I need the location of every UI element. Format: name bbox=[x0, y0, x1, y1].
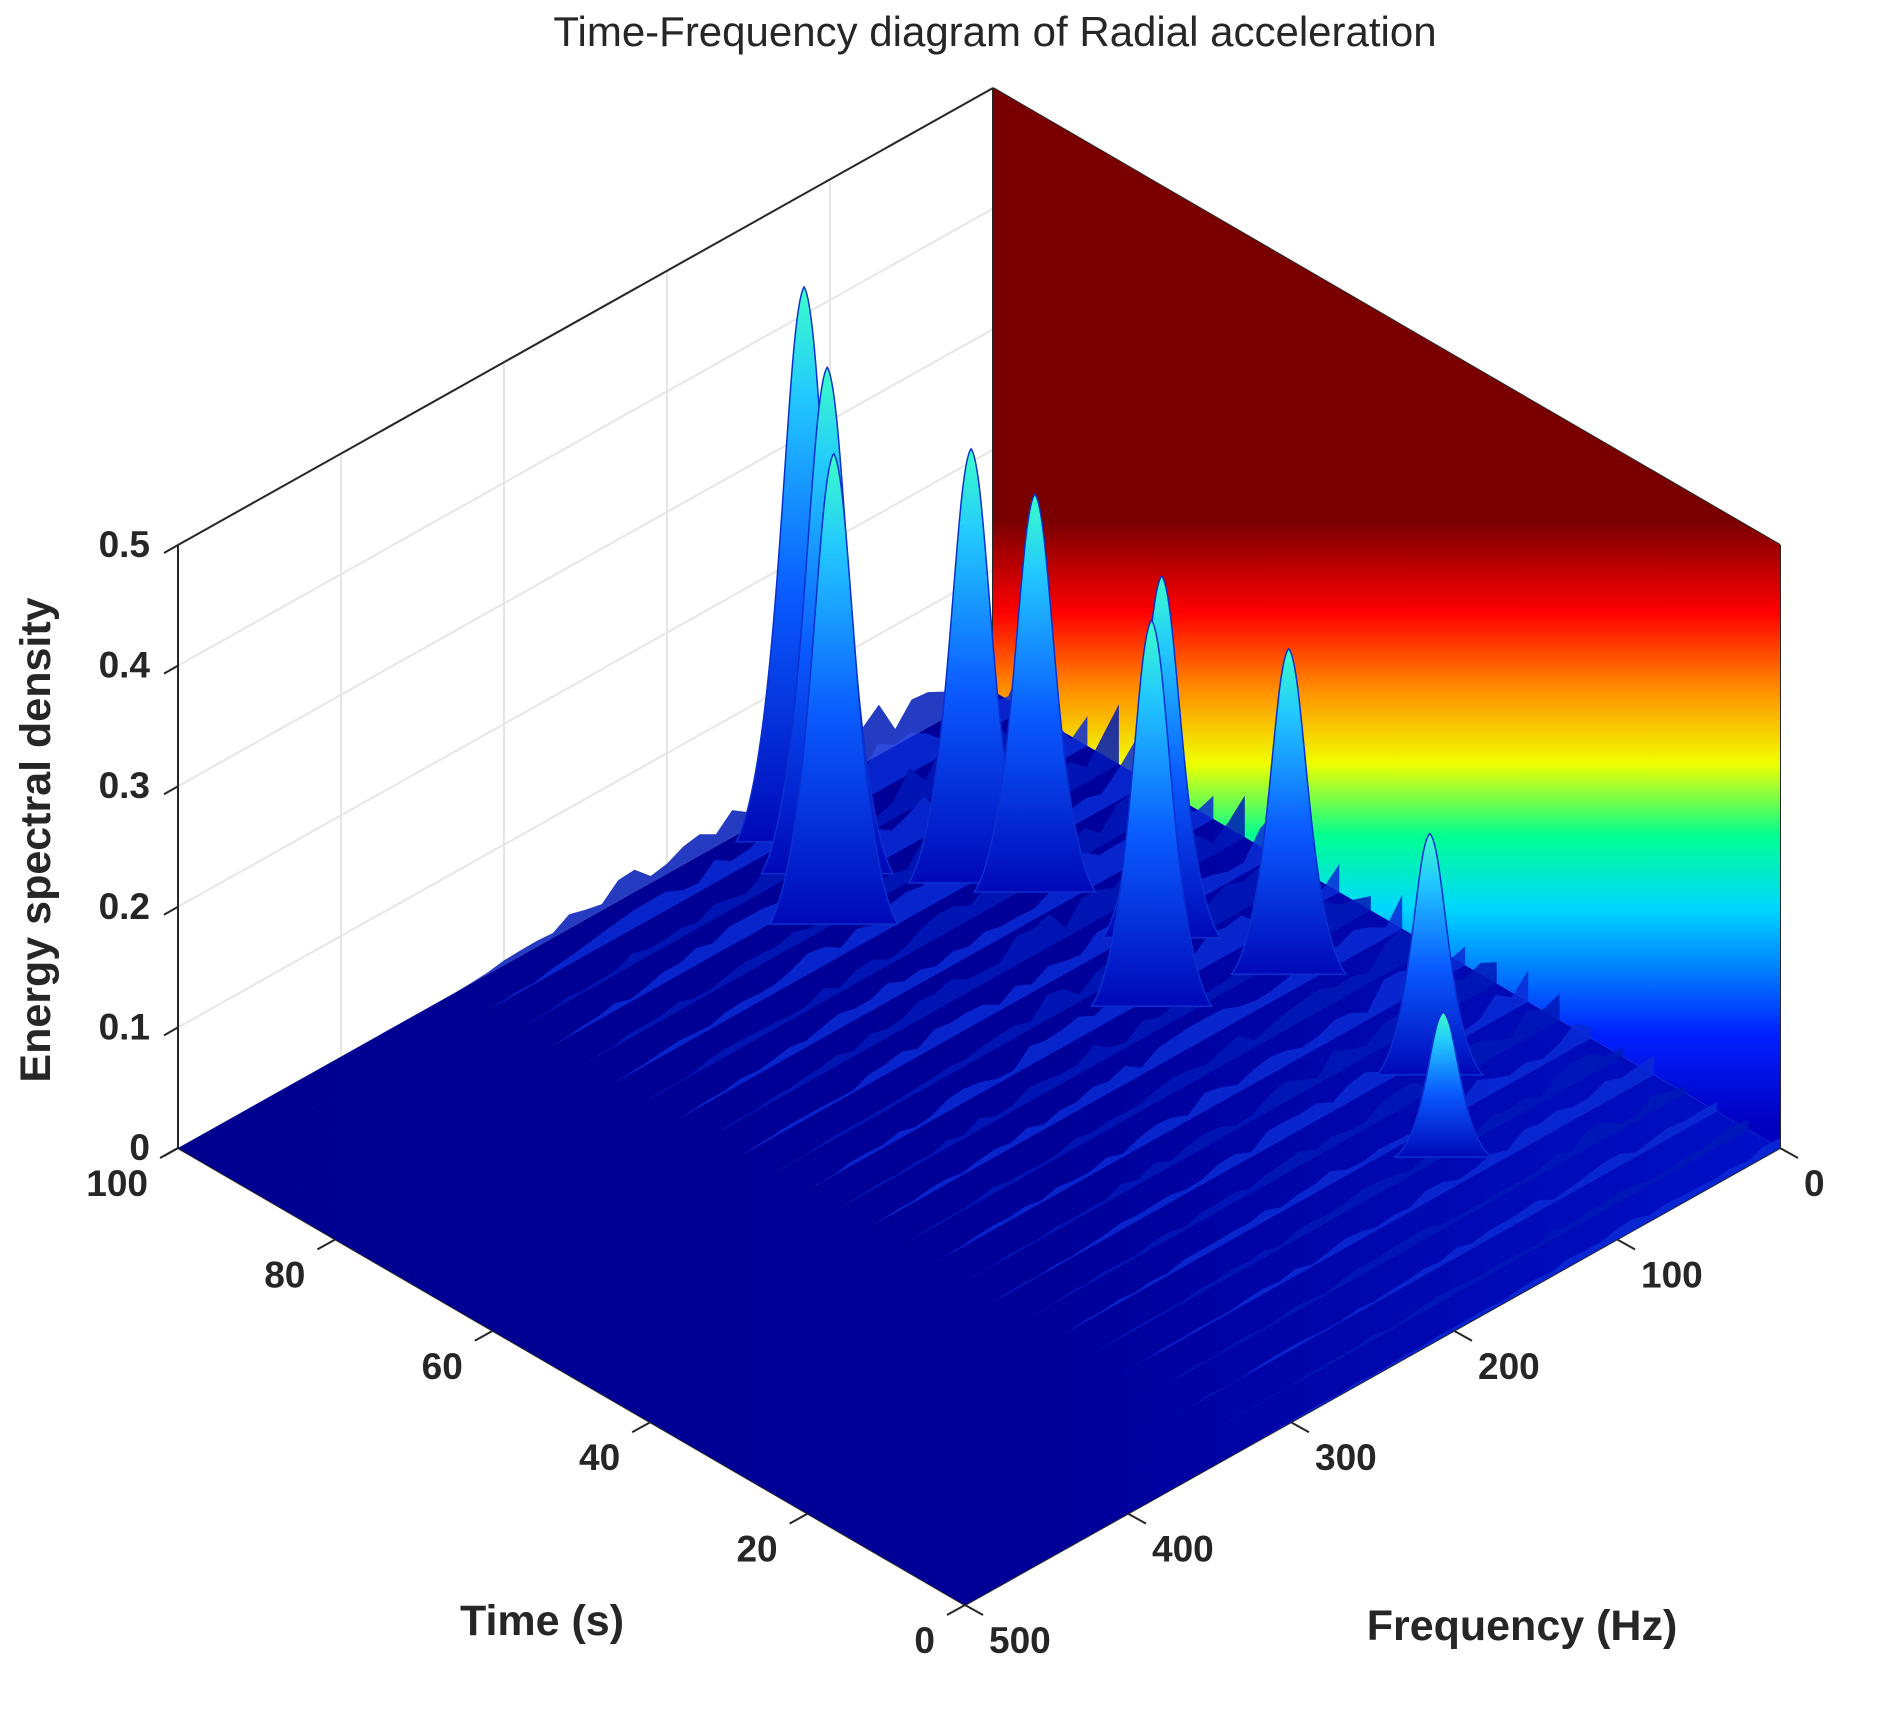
surface-peak bbox=[972, 492, 1097, 893]
y-tick-mark bbox=[1290, 1421, 1310, 1434]
z-axis-label: Energy spectral density bbox=[12, 597, 60, 1082]
z-tick-mark bbox=[163, 785, 179, 796]
x-axis-label: Time (s) bbox=[460, 1597, 624, 1645]
y-tick-mark bbox=[964, 1604, 984, 1616]
z-tick-label: 0.3 bbox=[99, 765, 150, 806]
surface-ridge bbox=[902, 1102, 1717, 1569]
x-tick-label: 0 bbox=[914, 1620, 935, 1661]
y-tick-mark bbox=[1779, 1147, 1799, 1159]
x-tick-mark bbox=[631, 1421, 651, 1434]
tick-marks bbox=[159, 544, 1799, 1616]
y-tick-mark bbox=[1127, 1512, 1147, 1525]
grid-line bbox=[177, 328, 994, 788]
x-tick-mark bbox=[474, 1329, 494, 1342]
y-tick-label: 300 bbox=[1315, 1437, 1377, 1478]
surface-ridge bbox=[681, 962, 1497, 1441]
surface-ridge bbox=[744, 993, 1560, 1477]
y-tick-label: 200 bbox=[1478, 1346, 1540, 1387]
y-tick-mark bbox=[1616, 1238, 1636, 1251]
colormap-wall bbox=[993, 88, 1780, 1148]
axis-edge bbox=[177, 87, 994, 546]
z-tick-mark bbox=[163, 664, 179, 675]
z-tick-mark bbox=[163, 905, 179, 916]
grid-line bbox=[177, 448, 994, 908]
surface-ridge bbox=[870, 1086, 1686, 1551]
z-tick-mark bbox=[163, 544, 179, 554]
z-tick-label: 0.1 bbox=[99, 1006, 150, 1047]
y-axis-label: Frequency (Hz) bbox=[1367, 1602, 1678, 1650]
x-tick-mark bbox=[789, 1512, 809, 1525]
z-tick-label: 0.2 bbox=[99, 886, 150, 927]
surface-peak bbox=[768, 452, 900, 925]
y-tick-label: 500 bbox=[989, 1620, 1051, 1661]
y-tick-label: 100 bbox=[1641, 1254, 1703, 1295]
x-tick-label: 60 bbox=[422, 1346, 463, 1387]
left-back-wall bbox=[178, 88, 993, 1148]
y-tick-label: 0 bbox=[1804, 1163, 1825, 1204]
grid-line bbox=[177, 207, 994, 667]
surface-peak bbox=[1229, 647, 1348, 976]
surface-ridge bbox=[555, 896, 1371, 1368]
surface-ridge bbox=[618, 923, 1434, 1404]
y-tick-mark bbox=[1453, 1329, 1473, 1342]
y-tick-label: 400 bbox=[1152, 1529, 1214, 1570]
x-tick-label: 40 bbox=[579, 1437, 620, 1478]
x-tick-mark bbox=[159, 1147, 179, 1159]
x-ticks: 0 20 40 60 80 100 bbox=[86, 1163, 935, 1661]
surface-ridge bbox=[650, 946, 1466, 1423]
surface-floor bbox=[178, 691, 1780, 1605]
x-tick-mark bbox=[316, 1238, 336, 1251]
z-ticks: 0 0.1 0.2 0.3 0.4 0.5 bbox=[99, 524, 151, 1168]
x-tick-label: 80 bbox=[264, 1254, 305, 1295]
z-tick-label: 0.5 bbox=[99, 524, 150, 565]
grid-line bbox=[177, 569, 994, 1029]
z-tick-label: 0 bbox=[129, 1127, 150, 1168]
surface-ridge bbox=[807, 1047, 1623, 1514]
surface-peak bbox=[1374, 832, 1485, 1076]
x-tick-mark bbox=[946, 1604, 966, 1616]
x-tick-label: 20 bbox=[736, 1529, 777, 1570]
y-ticks: 0 100 200 300 400 500 bbox=[989, 1163, 1825, 1661]
chart-title: Time-Frequency diagram of Radial acceler… bbox=[553, 8, 1436, 55]
peaks-layer bbox=[734, 285, 1495, 1158]
x-tick-label: 100 bbox=[86, 1163, 148, 1204]
z-tick-label: 0.4 bbox=[99, 645, 151, 686]
surface-peak bbox=[1090, 619, 1214, 1008]
z-tick-mark bbox=[163, 1026, 179, 1037]
surface-peak bbox=[1392, 1011, 1495, 1158]
surface-ridge bbox=[272, 716, 1088, 1203]
